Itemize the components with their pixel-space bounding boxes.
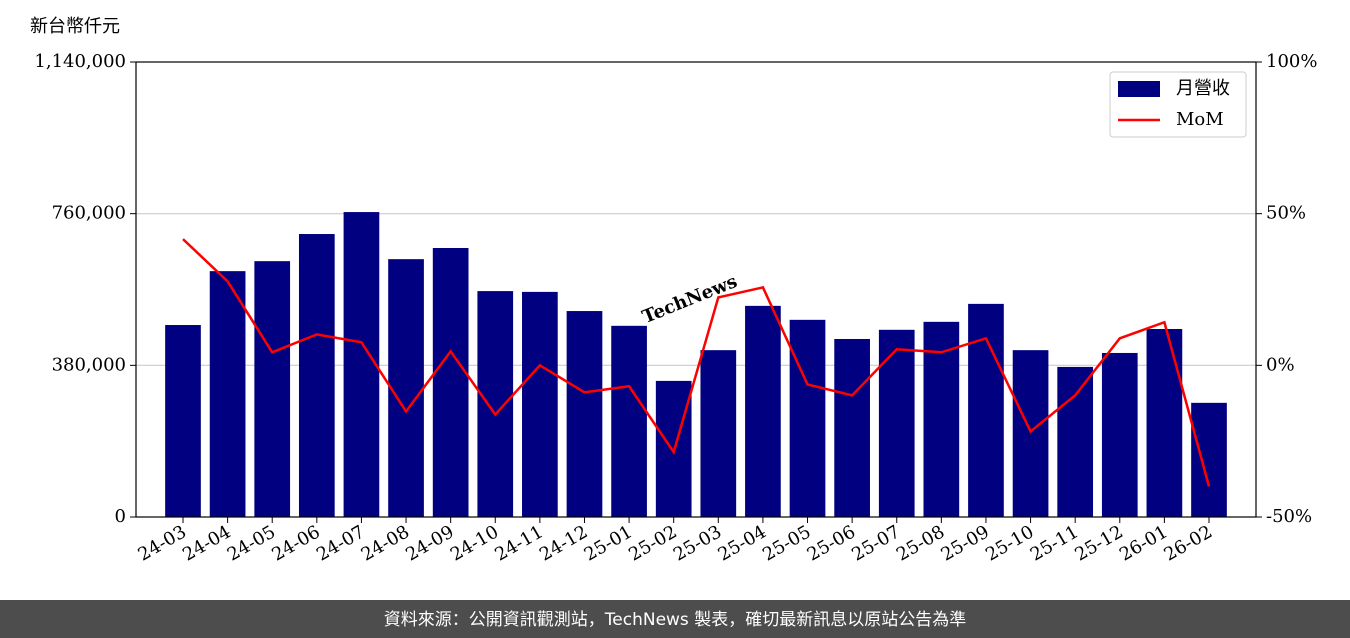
bar [388, 259, 424, 517]
bar [789, 319, 826, 517]
bar [209, 271, 246, 517]
bar [834, 338, 870, 517]
x-tick-label: 24-03 [135, 521, 190, 565]
legend-label: MoM [1176, 109, 1224, 130]
y-tick-label: 1,140,000 [34, 51, 126, 72]
x-tick-label: 25-05 [759, 521, 814, 565]
bar [522, 291, 558, 517]
y-tick-label: 760,000 [52, 203, 126, 224]
bar [343, 212, 380, 517]
y-tick-label: 380,000 [52, 354, 126, 375]
plot-frame [135, 61, 1257, 518]
watermark: TechNews [639, 271, 740, 328]
bar [566, 311, 603, 517]
bar [1146, 329, 1183, 517]
x-tick-label: 24-09 [402, 521, 457, 565]
x-tick-label: 24-12 [536, 521, 591, 565]
y-unit-label: 新台幣仟元 [30, 16, 120, 37]
x-tick-label: 24-04 [179, 521, 234, 565]
bar [1057, 366, 1094, 517]
bar [254, 261, 291, 517]
x-tick-label: 26-01 [1116, 521, 1171, 565]
footer: 資料來源：公開資訊觀測站，TechNews 製表，確切最新訊息以原站公告為準 [384, 610, 966, 630]
x-tick-label: 24-05 [224, 521, 279, 565]
x-tick-label: 25-02 [625, 521, 680, 565]
y2-tick-label: 100% [1266, 51, 1317, 72]
legend-swatch [1118, 81, 1160, 97]
x-tick-label: 25-03 [670, 521, 725, 565]
y2-tick-label: 50% [1266, 203, 1306, 224]
bar [477, 291, 514, 517]
legend-label: 月營收 [1176, 78, 1230, 99]
x-tick-label: 24-10 [447, 521, 502, 565]
x-tick-label: 25-12 [1071, 521, 1126, 565]
bar [1191, 402, 1227, 517]
bar [700, 350, 737, 517]
bar [432, 247, 469, 518]
x-tick-label: 25-09 [938, 521, 993, 565]
x-tick-label: 25-01 [581, 521, 636, 565]
bar [1101, 352, 1138, 517]
bar [165, 325, 201, 517]
x-tick-label: 25-06 [804, 521, 859, 565]
x-tick-label: 25-07 [848, 521, 903, 565]
x-tick-label: 24-06 [268, 521, 323, 565]
footer-bar [0, 600, 1350, 638]
bar [611, 325, 647, 517]
x-tick-label: 25-04 [714, 521, 769, 565]
x-tick-label: 24-07 [313, 521, 368, 565]
x-tick-label: 25-08 [893, 521, 948, 565]
bar [298, 234, 335, 518]
y2-tick-label: -50% [1266, 506, 1312, 527]
bar [1012, 350, 1049, 517]
bar [968, 303, 1004, 517]
x-tick-label: 25-11 [1027, 521, 1082, 565]
x-tick-label: 24-08 [358, 521, 413, 565]
x-tick-label: 25-10 [982, 521, 1037, 565]
bar [923, 321, 960, 517]
x-tick-label: 26-02 [1161, 521, 1216, 565]
y2-tick-label: 0% [1266, 354, 1295, 375]
y-tick-label: 0 [115, 506, 126, 527]
bar [745, 305, 781, 517]
line [182, 238, 1211, 487]
bar [878, 329, 915, 517]
x-tick-label: 24-11 [491, 521, 546, 565]
